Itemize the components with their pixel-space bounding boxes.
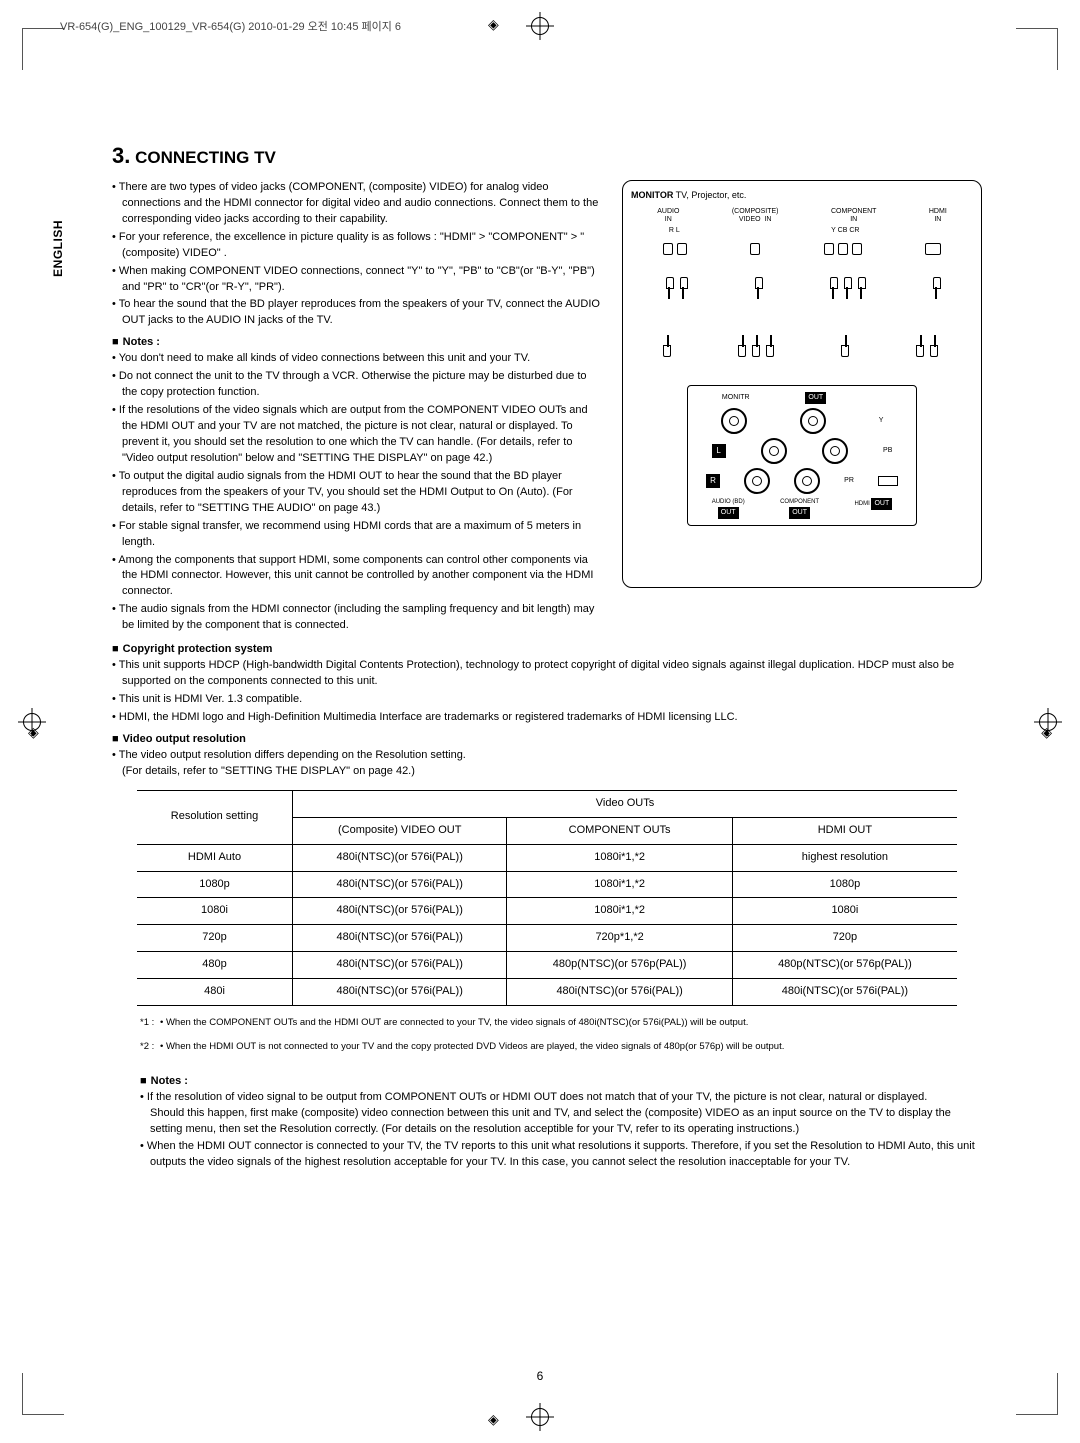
list-item: Do not connect the unit to the TV throug… [112, 369, 602, 401]
out-badge: OUT [805, 392, 826, 404]
section-number: 3. [112, 143, 130, 168]
header-filepath: VR-654(G)_ENG_100129_VR-654(G) 2010-01-2… [60, 20, 401, 36]
crop-mark [1016, 1373, 1058, 1415]
label-rl: R L [669, 227, 680, 235]
footnote-text: • When the COMPONENT OUTs and the HDMI O… [160, 1016, 748, 1030]
label-composite: (COMPOSITE) VIDEO IN [732, 208, 779, 223]
list-item: For stable signal transfer, we recommend… [112, 519, 602, 551]
th-composite: (Composite) VIDEO OUT [293, 817, 507, 844]
label-hdmi: HDMI IN [929, 208, 947, 223]
diagram-title-bold: MONITOR [631, 190, 673, 200]
notes2-heading: Notes : [140, 1074, 982, 1090]
jack-icon [800, 408, 826, 434]
list-item: You don't need to make all kinds of vide… [112, 351, 602, 367]
bind-mark-icon: ◈ [1041, 722, 1052, 742]
list-item: The audio signals from the HDMI connecto… [112, 602, 602, 634]
jack-icon [794, 468, 820, 494]
label-component: COMPONENT IN [831, 208, 877, 223]
notes-heading: Notes : [112, 335, 602, 351]
resolution-table: Resolution setting Video OUTs (Composite… [137, 790, 957, 1007]
label-ycbcr: Y CB CR [831, 227, 859, 235]
notes2-bullets: If the resolution of video signal to be … [140, 1090, 982, 1172]
section-title-text: CONNECTING TV [135, 148, 276, 167]
hdmi-port-icon [878, 476, 898, 486]
list-item: If the resolution of video signal to be … [140, 1090, 982, 1138]
crop-mark [22, 28, 64, 70]
diagram-title: MONITOR TV, Projector, etc. [631, 189, 973, 202]
footnote-2: *2 : • When the HDMI OUT is not connecte… [140, 1040, 954, 1054]
table-row: 480i480i(NTSC)(or 576i(PAL))480i(NTSC)(o… [137, 979, 957, 1006]
video-res-bullets: The video output resolution differs depe… [112, 748, 982, 780]
list-item: The video output resolution differs depe… [112, 748, 982, 780]
jack-icon [822, 438, 848, 464]
list-item: Among the components that support HDMI, … [112, 553, 602, 601]
intro-bullets: There are two types of video jacks (COMP… [112, 180, 602, 329]
page-number: 6 [537, 1368, 544, 1385]
jack-icon [761, 438, 787, 464]
list-item: For your reference, the excellence in pi… [112, 230, 602, 262]
copyright-bullets: This unit supports HDCP (High-bandwidth … [112, 658, 982, 726]
registration-mark [526, 1403, 554, 1431]
label-component-out: COMPONENT [780, 499, 819, 505]
diagram-title-rest: TV, Projector, etc. [673, 190, 746, 200]
notes-bullets: You don't need to make all kinds of vide… [112, 351, 602, 634]
footnote-label: *2 : [140, 1040, 160, 1054]
list-item: To hear the sound that the BD player rep… [112, 297, 602, 329]
footnote-1: *1 : • When the COMPONENT OUTs and the H… [140, 1016, 954, 1030]
footnote-text: • When the HDMI OUT is not connected to … [160, 1040, 784, 1054]
connection-diagram: MONITOR TV, Projector, etc. AUDIO IN (CO… [622, 180, 982, 588]
bind-mark-icon: ◈ [28, 722, 39, 742]
bind-mark-icon: ◈ [488, 14, 499, 34]
player-box: MONITR OUT Y L PB R PR [687, 385, 917, 526]
label-monitor-out: MONITR [722, 393, 750, 403]
language-tab: ENGLISH [50, 220, 67, 277]
table-row: 480p480i(NTSC)(or 576i(PAL))480p(NTSC)(o… [137, 952, 957, 979]
label-r: R [706, 474, 720, 488]
label-pb: PB [883, 446, 892, 456]
footnote-label: *1 : [140, 1016, 160, 1030]
label-hdmi-out: HDMI [854, 501, 869, 507]
crop-mark [22, 1373, 64, 1415]
list-item: There are two types of video jacks (COMP… [112, 180, 602, 228]
section-title: 3. CONNECTING TV [112, 140, 982, 172]
copyright-heading: Copyright protection system [112, 642, 982, 658]
registration-mark [526, 12, 554, 40]
label-audio-in: AUDIO IN [657, 208, 679, 223]
list-item: This unit supports HDCP (High-bandwidth … [112, 658, 982, 690]
table-row: HDMI Auto480i(NTSC)(or 576i(PAL))1080i*1… [137, 844, 957, 871]
video-res-heading: Video output resolution [112, 732, 982, 748]
list-item: When the HDMI OUT connector is connected… [140, 1139, 982, 1171]
label-pr: PR [844, 476, 854, 486]
table-row: 1080p480i(NTSC)(or 576i(PAL))1080i*1,*21… [137, 871, 957, 898]
jack-icon [744, 468, 770, 494]
th-hdmi: HDMI OUT [732, 817, 957, 844]
list-item: If the resolutions of the video signals … [112, 403, 602, 467]
th-component: COMPONENT OUTs [507, 817, 732, 844]
list-item: When making COMPONENT VIDEO connections,… [112, 264, 602, 296]
crop-mark [1016, 28, 1058, 70]
th-video-outs: Video OUTs [293, 790, 958, 817]
label-l: L [712, 444, 726, 458]
jack-icon [721, 408, 747, 434]
list-item: This unit is HDMI Ver. 1.3 compatible. [112, 692, 982, 708]
label-y: Y [879, 416, 884, 426]
bind-mark-icon: ◈ [488, 1409, 499, 1429]
th-resolution: Resolution setting [137, 790, 293, 844]
list-item: To output the digital audio signals from… [112, 469, 602, 517]
list-item: HDMI, the HDMI logo and High-Definition … [112, 710, 982, 726]
table-row: 1080i480i(NTSC)(or 576i(PAL))1080i*1,*21… [137, 898, 957, 925]
label-audio-bd: AUDIO (BD) [712, 499, 745, 505]
table-row: 720p480i(NTSC)(or 576i(PAL))720p*1,*2720… [137, 925, 957, 952]
